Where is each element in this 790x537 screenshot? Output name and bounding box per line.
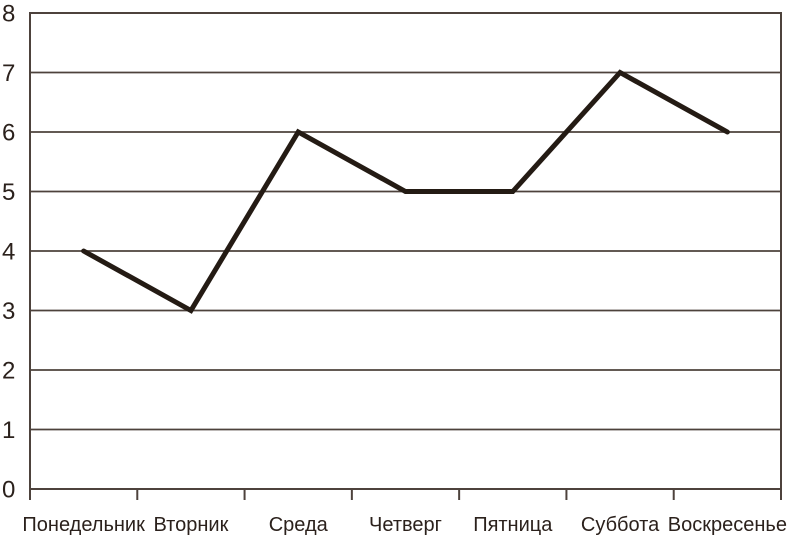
y-axis-tick-label: 0 xyxy=(2,477,15,504)
y-axis-tick-label: 4 xyxy=(2,239,15,266)
x-axis-label: Пятница xyxy=(473,514,553,536)
y-axis-tick-label: 3 xyxy=(2,298,15,325)
y-axis-tick-label: 6 xyxy=(2,120,15,147)
y-axis-tick-label: 2 xyxy=(2,358,15,385)
y-axis-tick-label: 1 xyxy=(2,417,15,444)
plot-border xyxy=(29,12,782,490)
x-axis-label: Среда xyxy=(269,514,329,536)
x-axis-label: Вторник xyxy=(154,514,229,536)
y-axis-tick-label: 5 xyxy=(2,179,15,206)
data-line xyxy=(81,69,730,314)
x-axis-label: Четверг xyxy=(369,514,442,536)
y-axis-tick-label: 8 xyxy=(2,1,15,28)
x-axis-label: Понедельник xyxy=(22,514,145,536)
x-axis-label: Воскресенье xyxy=(668,514,787,536)
y-axis-tick-label: 7 xyxy=(2,60,15,87)
x-axis-label: Суббота xyxy=(581,514,660,536)
